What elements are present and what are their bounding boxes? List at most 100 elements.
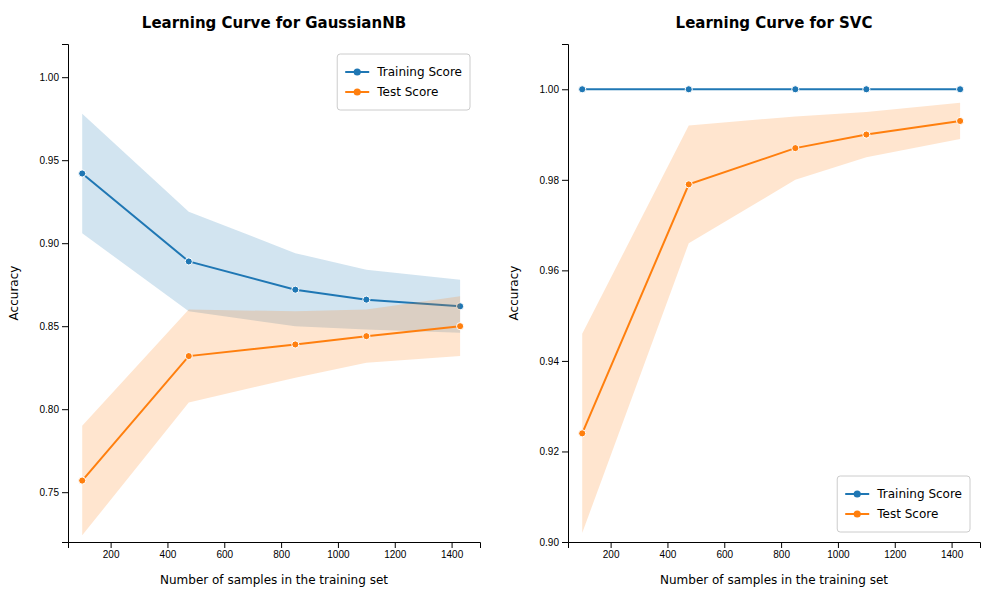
tick: 1200 (884, 542, 907, 560)
tick: 1000 (327, 542, 350, 560)
tick-mark (167, 542, 168, 548)
x-axis-title: Number of samples in the training set (660, 573, 888, 587)
y-axis-title: Accuracy (507, 266, 521, 321)
tick-mark (781, 542, 782, 548)
tick: 600 (716, 542, 733, 560)
tick-label: 1400 (441, 549, 464, 560)
tick: 0.98 (540, 175, 568, 186)
plot-area (79, 114, 464, 536)
tick-label: 1400 (941, 549, 964, 560)
tick-label: 1.00 (40, 72, 60, 83)
tick-label: 0.90 (540, 537, 560, 548)
tick-label: 0.75 (40, 487, 60, 498)
tick-mark (724, 542, 725, 548)
legend-marker (354, 88, 361, 95)
tick: 1400 (441, 542, 464, 560)
tick-mark (562, 180, 568, 181)
legend-item: Test Score (345, 85, 438, 99)
marker (363, 296, 370, 303)
tick-mark (838, 542, 839, 548)
marker (792, 86, 799, 93)
title: Learning Curve for GaussianNB (142, 14, 406, 32)
tick-mark (62, 326, 68, 327)
tick: 0.92 (540, 446, 568, 457)
tick-mark (667, 542, 668, 548)
chart: 2004006008001000120014000.750.800.850.90… (0, 0, 1000, 600)
panel: 2004006008001000120014000.900.920.940.96… (507, 14, 981, 587)
panel: 2004006008001000120014000.750.800.850.90… (7, 14, 481, 587)
legend-marker (854, 510, 861, 517)
tick-mark (562, 361, 568, 362)
tick: 1.00 (40, 72, 68, 83)
tick-label: 0.94 (540, 356, 560, 367)
tick: 1200 (384, 542, 407, 560)
legend-label: Test Score (876, 507, 938, 521)
axis-line (62, 45, 69, 543)
tick-mark (562, 270, 568, 271)
tick-label: 1000 (827, 549, 850, 560)
legend: Training ScoreTest Score (337, 54, 470, 110)
tick-mark (611, 542, 612, 548)
x-axis: 200400600800100012001400 (569, 542, 981, 560)
tick: 0.95 (40, 155, 68, 166)
tick: 0.94 (540, 356, 568, 367)
tick-label: 0.80 (40, 404, 60, 415)
tick: 400 (660, 542, 677, 560)
tick-mark (62, 160, 68, 161)
marker (292, 341, 299, 348)
tick-mark (281, 542, 282, 548)
std-band (582, 89, 960, 90)
tick-mark (562, 451, 568, 452)
tick: 600 (216, 542, 233, 560)
legend-item: Training Score (845, 487, 962, 501)
tick: 1400 (941, 542, 964, 560)
tick-mark (895, 542, 896, 548)
title: Learning Curve for SVC (676, 14, 873, 32)
tick-mark (562, 89, 568, 90)
tick-label: 1200 (384, 549, 407, 560)
tick-label: 400 (160, 549, 177, 560)
y-axis-title: Accuracy (7, 266, 21, 321)
tick: 0.80 (40, 404, 68, 415)
tick-mark (62, 243, 68, 244)
y-axis: 0.90 0.92 0.94 0.96 0.98 1.00 (540, 45, 569, 548)
tick-label: 800 (773, 549, 790, 560)
legend-label: Test Score (376, 85, 438, 99)
tick: 1.00 (540, 84, 568, 95)
y-axis: 0.75 0.80 0.85 0.90 0.95 1.00 (40, 45, 69, 543)
marker (457, 323, 464, 330)
std-band (82, 296, 460, 535)
tick: 0.96 (540, 265, 568, 276)
tick: 0.90 (40, 238, 68, 249)
marker (685, 181, 692, 188)
tick-label: 600 (216, 549, 233, 560)
axis-line (562, 45, 569, 543)
legend-box (337, 54, 470, 110)
plot-area (579, 86, 964, 533)
series-line (82, 326, 460, 480)
marker (957, 86, 964, 93)
x-axis-title: Number of samples in the training set (160, 573, 388, 587)
series-line (582, 88, 960, 90)
marker (79, 170, 86, 177)
std-band (82, 114, 460, 333)
tick-label: 600 (716, 549, 733, 560)
legend-item: Test Score (845, 507, 938, 521)
axis-line (569, 543, 981, 549)
tick-label: 0.85 (40, 321, 60, 332)
tick-mark (952, 542, 953, 548)
tick-label: 0.90 (40, 238, 60, 249)
tick-mark (62, 409, 68, 410)
marker (579, 430, 586, 437)
tick-label: 800 (273, 549, 290, 560)
tick-mark (562, 542, 568, 543)
tick: 0.85 (40, 321, 68, 332)
tick-mark (62, 77, 68, 78)
marker (292, 286, 299, 293)
series-line (582, 121, 960, 433)
tick-label: 1.00 (540, 84, 560, 95)
tick: 0.75 (40, 487, 68, 498)
marker (792, 145, 799, 152)
tick: 800 (273, 542, 290, 560)
tick-mark (224, 542, 225, 548)
